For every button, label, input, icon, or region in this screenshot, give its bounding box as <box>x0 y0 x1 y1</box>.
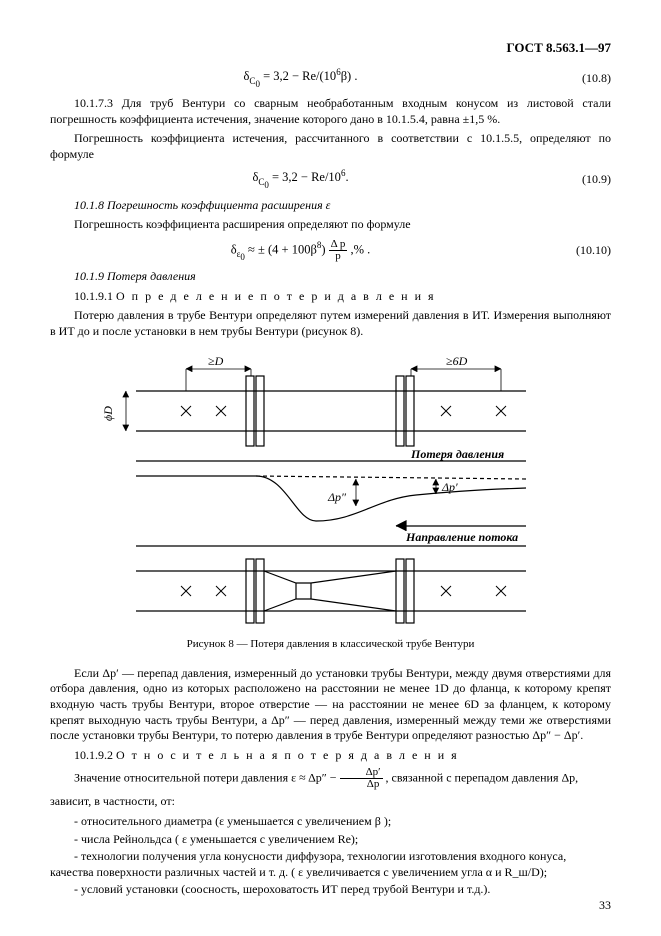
figure-8: ≥D ≥6D ϕD Потеря давления Δp″ Δp′ Направ… <box>50 351 611 631</box>
para-10-1-7-3b: Погрешность коэффициента истечения, расс… <box>50 131 611 162</box>
figure-8-caption: Рисунок 8 — Потеря давления в классическ… <box>50 637 611 651</box>
equation-number: (10.8) <box>551 71 611 87</box>
bullet-2: - числа Рейнольдса ( ε уменьшается с уве… <box>50 832 611 848</box>
label-dp-double: Δp″ <box>327 490 347 504</box>
label-pressure-loss: Потеря давления <box>410 447 504 461</box>
label-D-left: ≥D <box>208 354 224 368</box>
equation-10-10: δε0 ≈ ± (4 + 100β8) Δ pp ,% . (10.10) <box>50 239 611 263</box>
equation-number: (10.9) <box>551 172 611 188</box>
label-flow-direction: Направление потока <box>405 530 518 544</box>
label-6D-right: ≥6D <box>446 354 468 368</box>
standard-code: ГОСТ 8.563.1—97 <box>50 40 611 57</box>
figure-8-svg: ≥D ≥6D ϕD Потеря давления Δp″ Δp′ Направ… <box>96 351 566 631</box>
bullet-4: - условий установки (соосность, шерохова… <box>50 882 611 898</box>
section-10-1-9-2-title: 10.1.9.2 О т н о с и т е л ь н а я п о т… <box>50 748 611 764</box>
page: ГОСТ 8.563.1—97 δC0 = 3,2 − Re/(106β) . … <box>0 0 661 936</box>
section-10-1-8-title: 10.1.8 Погрешность коэффициента расширен… <box>50 198 611 214</box>
equation-10-8: δC0 = 3,2 − Re/(106β) . (10.8) <box>50 67 611 90</box>
bullet-1: - относительного диаметра (ε уменьшается… <box>50 814 611 830</box>
equation-number: (10.10) <box>551 243 611 259</box>
equation-text: δC0 = 3,2 − Re/(106β) . <box>50 67 551 90</box>
para-relative-loss: Значение относительной потери давления ε… <box>50 767 611 790</box>
equation-text: δC0 = 3,2 − Re/106. <box>50 168 551 191</box>
label-dp-single: Δp′ <box>441 480 458 494</box>
equation-10-9: δC0 = 3,2 − Re/106. (10.9) <box>50 168 611 191</box>
equation-text: δε0 ≈ ± (4 + 100β8) Δ pp ,% . <box>50 239 551 263</box>
para-10-1-9-1: Потерю давления в трубе Вентури определя… <box>50 308 611 339</box>
para-10-1-8: Погрешность коэффициента расширения опре… <box>50 217 611 233</box>
section-10-1-9-1-title: 10.1.9.1 О п р е д е л е н и е п о т е р… <box>50 289 611 305</box>
para-10-1-7-3: 10.1.7.3 Для труб Вентури со сварным нео… <box>50 96 611 127</box>
bullet-3: - технологии получения угла конусности д… <box>50 849 611 880</box>
label-phiD: ϕD <box>101 406 115 421</box>
page-number: 33 <box>599 898 611 914</box>
section-10-1-9-title: 10.1.9 Потеря давления <box>50 269 611 285</box>
para-depends-on: зависит, в частности, от: <box>50 794 611 810</box>
para-dp-definition: Если Δp′ — перепад давления, измеренный … <box>50 666 611 744</box>
